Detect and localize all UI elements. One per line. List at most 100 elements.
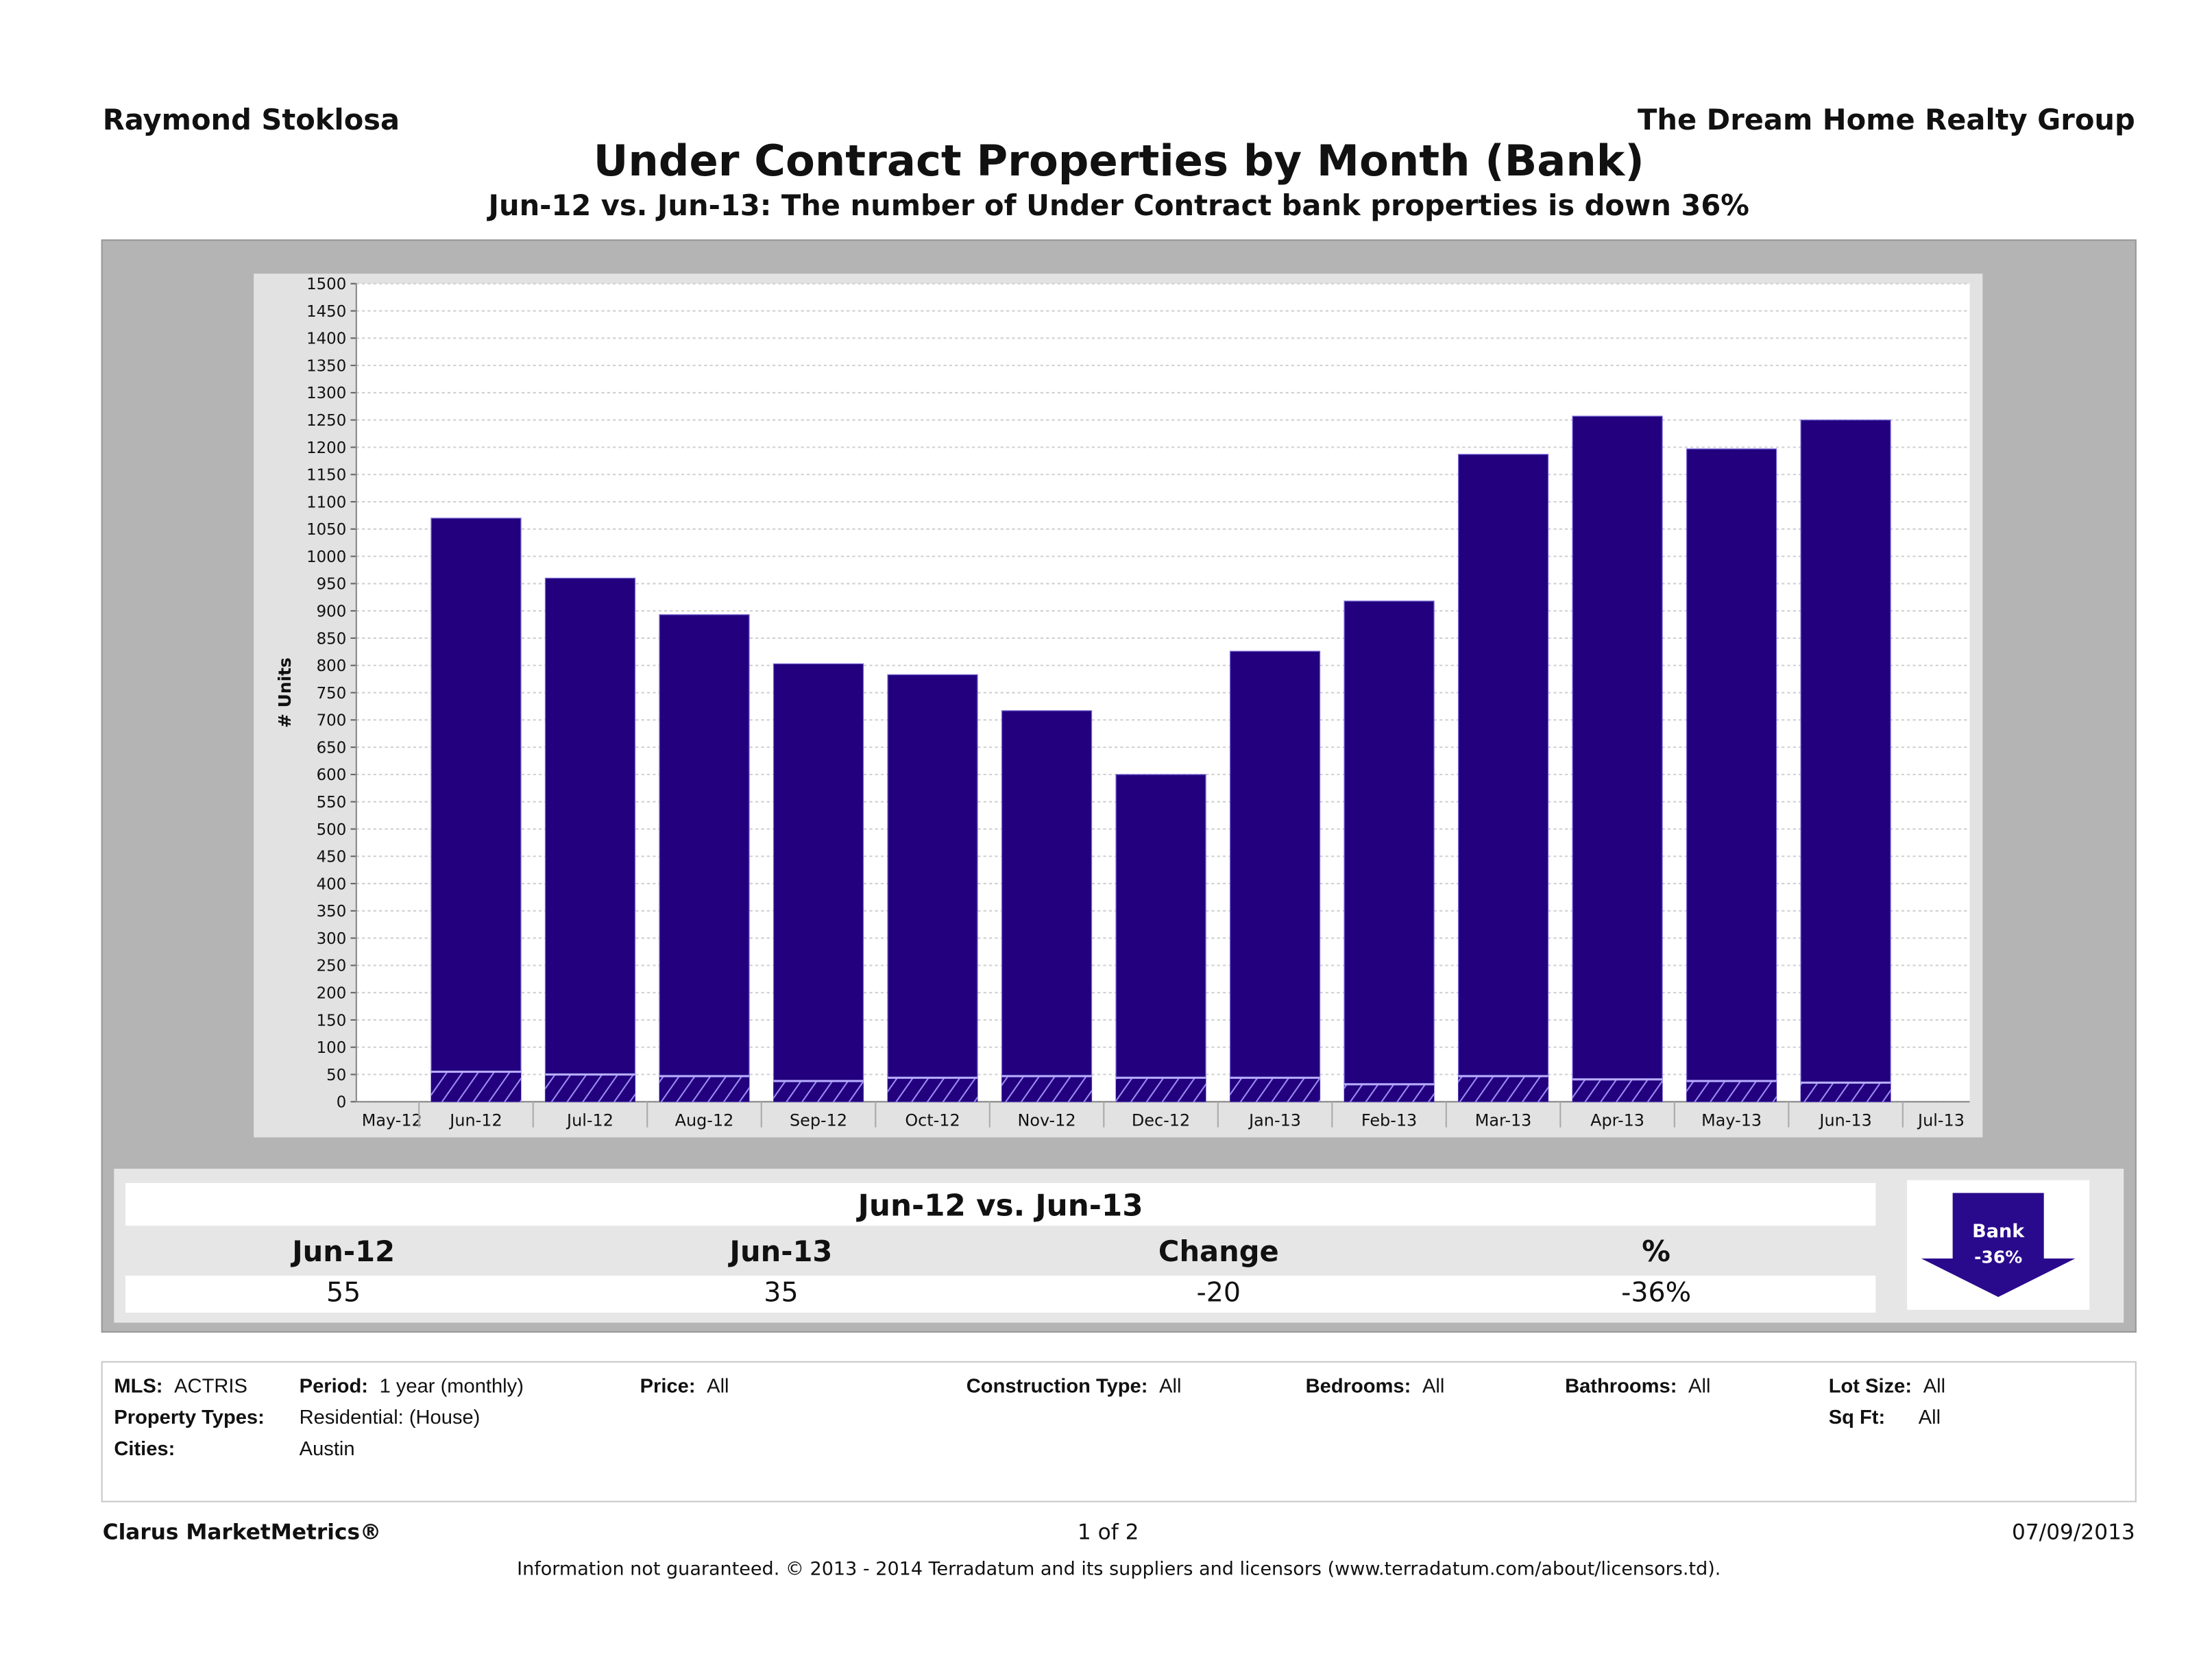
y-tick-label: 800 — [317, 657, 347, 675]
y-tick-label: 700 — [317, 712, 347, 730]
bedrooms-label: Bedrooms: — [1305, 1374, 1411, 1397]
y-tick-label: 900 — [317, 603, 347, 621]
y-axis-label: # Units — [275, 657, 295, 728]
bathrooms-criterion: Bathrooms: All — [1565, 1374, 1710, 1396]
summary-col-header: % — [1642, 1234, 1670, 1269]
x-tick-label: Dec-12 — [1132, 1111, 1190, 1130]
bar-total — [1572, 415, 1663, 1102]
down-arrow-icon — [1921, 1193, 2076, 1298]
y-tick-label: 550 — [317, 794, 347, 812]
construction-label: Construction Type: — [966, 1374, 1148, 1397]
y-tick-label: 400 — [317, 875, 347, 893]
summary-col-header: Change — [1158, 1234, 1279, 1269]
price-label: Price: — [640, 1374, 696, 1397]
y-tick-label: 300 — [317, 930, 347, 948]
y-tick-label: 950 — [317, 576, 347, 594]
cities-value: Austin — [299, 1436, 355, 1460]
bar-chart: 0 50 100 150 200 250 300 350 400 450 500 550 600 650 7… — [275, 276, 1970, 1130]
price-value: All — [707, 1374, 729, 1397]
criteria-box: MLS: ACTRIS Period: 1 year (monthly) Pri… — [101, 1361, 2137, 1503]
chart-title: Under Contract Properties by Month (Bank… — [593, 136, 1644, 187]
y-tick-label: 600 — [317, 766, 347, 784]
cities-criterion: Cities: Austin — [114, 1437, 354, 1459]
x-tick-label: Jan-13 — [1248, 1111, 1301, 1130]
y-tick-label: 50 — [326, 1067, 346, 1084]
mls-value: ACTRIS — [174, 1374, 247, 1397]
bar-bank — [1686, 1081, 1777, 1102]
summary-value: 35 — [764, 1277, 799, 1309]
x-tick-label: Aug-12 — [675, 1111, 734, 1130]
summary-col-header: Jun-13 — [729, 1234, 833, 1269]
construction-criterion: Construction Type: All — [967, 1374, 1182, 1396]
y-tick-label: 650 — [317, 739, 347, 757]
y-tick-label: 1100 — [306, 494, 346, 511]
bar-total — [1457, 454, 1549, 1102]
x-tick-label: Jun-12 — [448, 1111, 502, 1130]
y-tick-label: 500 — [317, 821, 347, 839]
lotsize-label: Lot Size: — [1828, 1374, 1912, 1397]
y-tick-label: 1500 — [306, 276, 346, 293]
y-tick-label: 450 — [317, 849, 347, 866]
x-tick-label: Mar-13 — [1475, 1111, 1532, 1130]
y-tick-label: 1150 — [306, 467, 346, 485]
chart-subtitle: Jun-12 vs. Jun-13: The number of Under C… — [488, 188, 1749, 223]
bar-bank — [1801, 1082, 1891, 1102]
bar-bank — [1458, 1075, 1548, 1102]
bar-bank — [888, 1078, 978, 1102]
summary-value: -20 — [1196, 1277, 1241, 1309]
x-tick-label: Jul-12 — [566, 1111, 613, 1130]
badge-value: -36% — [1974, 1247, 2023, 1267]
bedrooms-criterion: Bedrooms: All — [1306, 1374, 1445, 1396]
period-label: Period: — [299, 1374, 368, 1397]
lotsize-value: All — [1923, 1374, 1946, 1397]
y-tick-label: 1400 — [306, 330, 346, 348]
agent-name: Raymond Stoklosa — [102, 102, 400, 137]
mls-label: MLS: — [114, 1374, 163, 1397]
bar-bank — [545, 1074, 635, 1102]
x-tick-label: May-12 — [362, 1111, 422, 1130]
bar-total — [1686, 448, 1777, 1102]
y-tick-label: 850 — [317, 630, 347, 648]
summary-heading: Jun-12 vs. Jun-13 — [858, 1189, 1143, 1224]
property-types-label: Property Types: — [114, 1405, 265, 1428]
y-tick-label: 1200 — [306, 439, 346, 457]
price-criterion: Price: All — [640, 1374, 729, 1396]
x-tick-label: Feb-13 — [1361, 1111, 1417, 1130]
bar-bank — [1230, 1078, 1320, 1102]
report-date: 07/09/2013 — [2011, 1519, 2135, 1545]
y-tick-label: 1050 — [306, 521, 346, 539]
bar-total — [773, 663, 864, 1102]
bar-total — [1115, 774, 1206, 1102]
x-tick-label: Nov-12 — [1018, 1111, 1076, 1130]
change-badge: Bank -36% — [1907, 1180, 2090, 1310]
bar-total — [1229, 650, 1321, 1102]
period-value: 1 year (monthly) — [379, 1374, 524, 1397]
y-tick-label: 1250 — [306, 412, 346, 430]
x-tick-label: Jun-13 — [1818, 1111, 1871, 1130]
bar-total — [659, 614, 750, 1102]
disclaimer: Information not guaranteed. © 2013 - 201… — [517, 1559, 1721, 1581]
bar-total — [1001, 710, 1093, 1102]
bar-bank — [659, 1075, 750, 1102]
bar-bank — [1572, 1079, 1663, 1102]
bar-bank — [1116, 1078, 1206, 1102]
x-tick-label: Oct-12 — [905, 1111, 960, 1130]
summary-value: -36% — [1621, 1277, 1692, 1309]
x-tick-label: Sep-12 — [790, 1111, 847, 1130]
property-types-value: Residential: (House) — [299, 1405, 481, 1428]
summary-value: 55 — [326, 1277, 361, 1309]
bar-total — [1344, 600, 1435, 1102]
cities-label: Cities: — [114, 1436, 175, 1460]
y-tick-label: 350 — [317, 903, 347, 921]
bar-total — [1800, 420, 1891, 1102]
bar-bank — [430, 1071, 521, 1102]
chart-area: 0 50 100 150 200 250 300 350 400 450 500 550 600 650 7… — [254, 273, 1983, 1138]
y-tick-label: 1450 — [306, 303, 346, 321]
company-name: The Dream Home Realty Group — [1638, 102, 2135, 137]
lotsize-criterion: Lot Size: All — [1829, 1374, 1945, 1396]
bar-bank — [1344, 1084, 1435, 1102]
bar-bank — [773, 1081, 864, 1102]
footer-brand: Clarus MarketMetrics® — [102, 1519, 382, 1545]
summary-heading-row: Jun-12 vs. Jun-13 — [125, 1182, 1876, 1226]
